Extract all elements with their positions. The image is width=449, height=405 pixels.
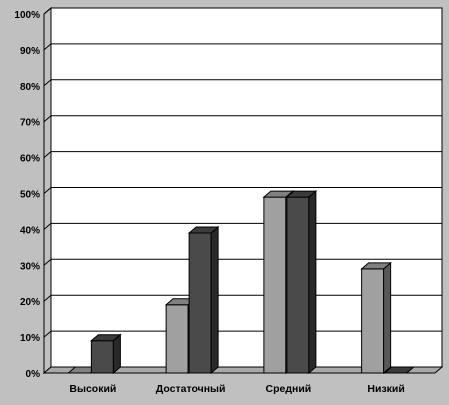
bar-front xyxy=(188,232,212,374)
gridline-depth xyxy=(43,187,52,194)
bar xyxy=(383,366,415,374)
bar xyxy=(90,333,122,375)
gridline-depth xyxy=(43,43,52,51)
y-tick-label: 40% xyxy=(20,225,40,236)
bar-front xyxy=(90,340,114,374)
y-tick-label: 0% xyxy=(26,369,41,380)
bar xyxy=(285,190,318,375)
bar-top xyxy=(90,334,122,342)
gridline-depth xyxy=(43,258,52,266)
y-tick-label: 10% xyxy=(20,333,40,344)
bar-top xyxy=(262,190,295,198)
y-tick-label: 50% xyxy=(20,190,40,201)
gridline-depth xyxy=(43,330,52,338)
bar-top xyxy=(285,190,318,198)
y-tick-label: 100% xyxy=(14,10,40,21)
bar-front xyxy=(165,304,189,374)
y-axis-ticks: 0% 10% 20% 30% 40% 50% 60% 70% 80% 90% 100% xyxy=(14,10,40,380)
bar-front xyxy=(263,196,287,374)
y-tick-label: 80% xyxy=(20,82,40,93)
bar xyxy=(360,261,392,375)
x-tick-label: Средний xyxy=(265,383,311,395)
bar-side xyxy=(383,261,392,375)
gridline-depth xyxy=(43,79,52,87)
gridline-depth xyxy=(43,151,52,158)
x-tick-label: Низкий xyxy=(367,383,404,395)
y-tick-label: 90% xyxy=(20,46,40,57)
bar xyxy=(187,225,220,375)
bar-front xyxy=(286,196,310,374)
bars xyxy=(67,190,415,375)
bar-top xyxy=(360,262,392,270)
y-tick-label: 20% xyxy=(20,297,40,308)
gridline-depth xyxy=(43,294,52,302)
y-tick-label: 60% xyxy=(20,154,40,165)
gridline-depth xyxy=(43,115,52,123)
bar-side xyxy=(210,225,219,375)
x-tick-label: Достаточный xyxy=(156,383,226,395)
bar-side xyxy=(308,190,317,375)
y-tick-label: 30% xyxy=(20,261,40,272)
gridline-depth xyxy=(43,7,52,15)
gridline-depth xyxy=(43,223,52,230)
bar-top xyxy=(187,226,220,234)
x-axis-ticks: Высокий Достаточный Средний Низкий xyxy=(69,383,404,395)
x-tick-label: Высокий xyxy=(69,383,116,395)
bar-front xyxy=(361,268,385,374)
y-tick-label: 70% xyxy=(20,118,40,129)
bar-top xyxy=(383,366,415,374)
